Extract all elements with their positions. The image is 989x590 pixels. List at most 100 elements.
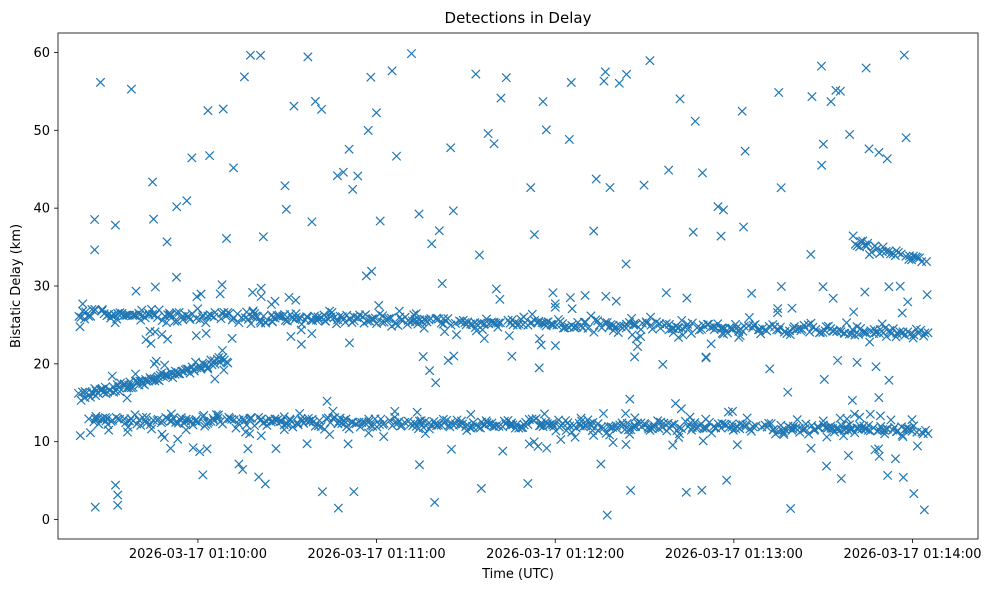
data-point <box>806 249 816 260</box>
data-point <box>601 428 611 439</box>
data-point <box>391 151 402 161</box>
data-point <box>210 359 220 369</box>
data-point <box>896 249 906 259</box>
data-point <box>481 416 491 426</box>
data-point <box>409 310 419 320</box>
data-point <box>107 371 117 381</box>
data-point <box>228 163 239 173</box>
data-point <box>162 334 173 344</box>
data-point <box>310 96 321 106</box>
data-point <box>217 345 228 356</box>
data-point <box>583 323 593 334</box>
data-point <box>164 308 175 318</box>
data-point <box>113 308 123 319</box>
data-point <box>372 318 382 329</box>
data-point <box>504 330 514 341</box>
data-point <box>437 278 447 289</box>
data-point <box>157 329 167 340</box>
data-point <box>127 310 138 321</box>
data-point <box>874 451 884 461</box>
data-point <box>411 309 421 319</box>
data-point <box>279 424 289 435</box>
data-point <box>202 444 212 454</box>
data-point <box>787 303 797 313</box>
data-point <box>188 443 198 453</box>
data-point <box>860 327 870 337</box>
data-point <box>324 429 335 440</box>
data-point <box>498 446 508 456</box>
data-point <box>291 309 301 319</box>
data-point <box>104 425 114 435</box>
data-point <box>909 488 919 499</box>
chart-title: Detections in Delay <box>445 9 592 27</box>
data-point <box>565 421 575 431</box>
data-point <box>861 328 872 338</box>
data-point <box>146 424 157 434</box>
data-point <box>818 282 828 292</box>
data-point <box>861 63 871 73</box>
data-point <box>476 483 486 493</box>
data-point <box>875 411 885 421</box>
data-point <box>147 177 158 187</box>
data-point <box>210 374 220 384</box>
data-point <box>218 104 228 114</box>
data-point <box>282 316 292 326</box>
data-point <box>847 395 858 406</box>
data-point <box>174 307 184 318</box>
data-point <box>865 409 875 419</box>
data-point <box>90 414 100 424</box>
data-point <box>888 324 898 334</box>
data-point <box>884 282 894 292</box>
data-point <box>314 314 324 324</box>
data-point <box>360 310 371 320</box>
data-point <box>864 337 875 347</box>
data-point <box>394 306 404 316</box>
data-point <box>320 316 330 326</box>
data-point <box>807 420 817 431</box>
data-point <box>324 306 335 316</box>
data-point <box>420 428 431 439</box>
data-point <box>370 414 380 424</box>
data-point <box>227 333 237 344</box>
data-point <box>147 309 158 319</box>
data-point <box>397 420 407 431</box>
data-point <box>181 414 191 424</box>
data-point <box>711 423 721 433</box>
data-point <box>451 330 462 340</box>
data-point <box>366 72 376 82</box>
data-point <box>912 441 923 451</box>
data-point <box>427 239 437 249</box>
data-point <box>919 505 929 515</box>
data-point <box>316 104 327 114</box>
data-point <box>526 183 536 193</box>
data-point <box>499 416 509 426</box>
data-point <box>843 450 854 461</box>
data-point <box>270 414 280 424</box>
data-point <box>193 418 203 428</box>
data-point <box>483 128 493 139</box>
data-point <box>387 66 397 76</box>
data-point <box>97 384 108 394</box>
data-point <box>201 328 211 338</box>
data-point <box>620 408 631 419</box>
data-point <box>868 423 879 433</box>
data-point <box>909 421 919 431</box>
data-point <box>739 321 749 331</box>
data-point <box>566 77 576 88</box>
data-point <box>456 416 467 426</box>
data-point <box>621 69 632 80</box>
data-point <box>706 428 717 438</box>
data-point <box>814 422 824 433</box>
data-point <box>481 314 492 324</box>
data-point <box>122 393 132 403</box>
data-point <box>534 334 545 344</box>
data-point <box>162 237 172 247</box>
data-point <box>668 440 678 450</box>
data-point <box>262 420 272 430</box>
data-point <box>548 420 558 430</box>
data-point <box>852 357 862 367</box>
data-point <box>501 73 511 83</box>
data-point <box>626 313 637 324</box>
data-point <box>885 249 896 259</box>
data-point <box>536 340 546 350</box>
